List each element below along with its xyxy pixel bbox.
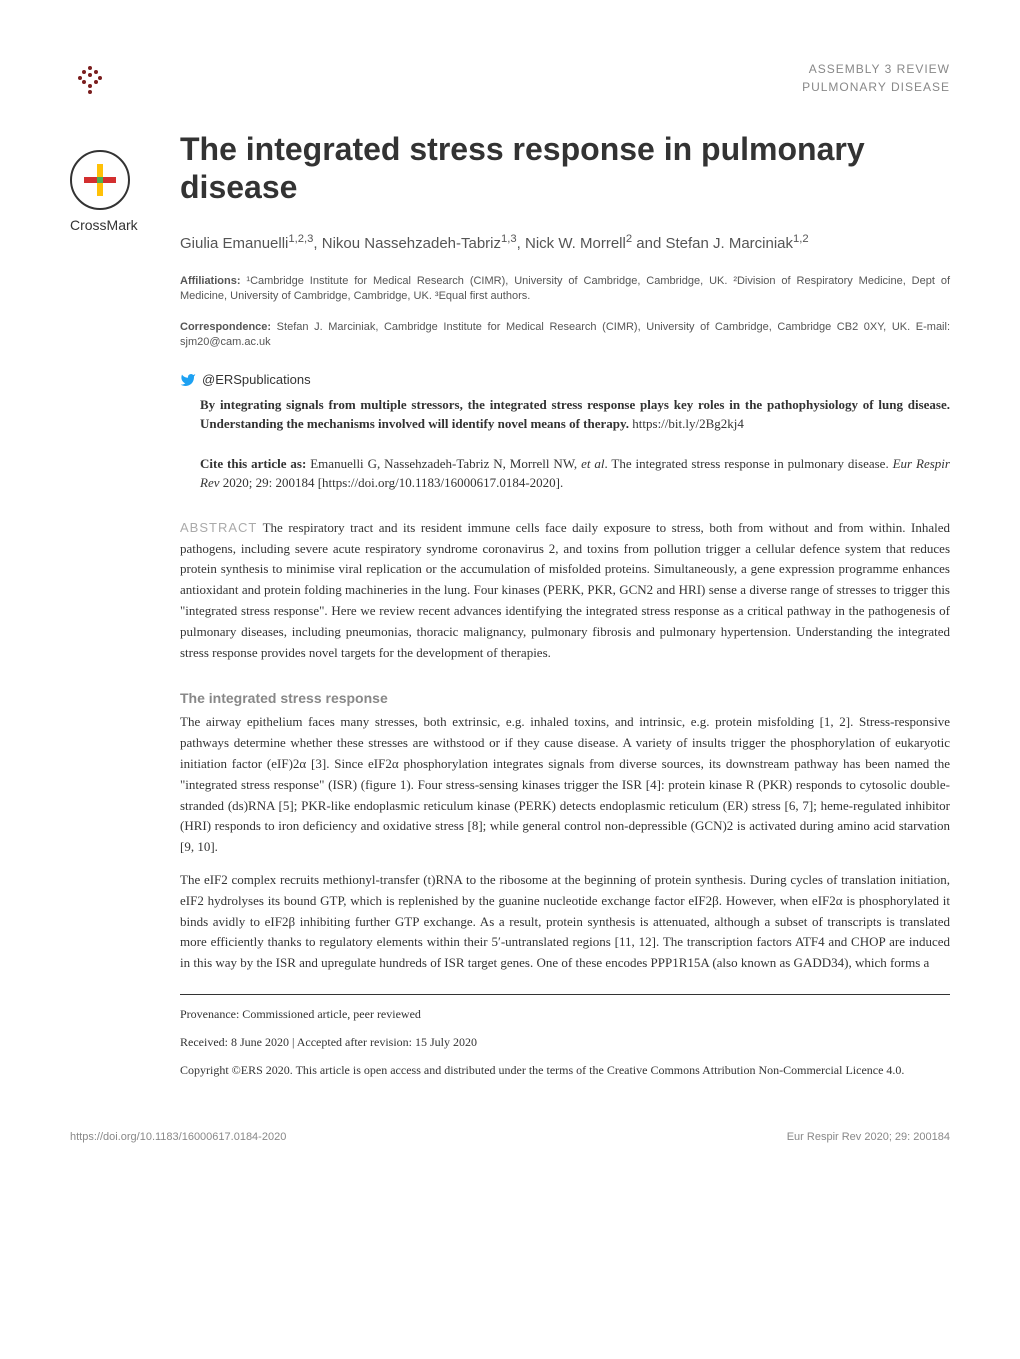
- section-heading: The integrated stress response: [180, 688, 950, 709]
- correspondence-text: Stefan J. Marciniak, Cambridge Institute…: [180, 321, 950, 348]
- footer-citation: Eur Respir Rev 2020; 29: 200184: [787, 1129, 950, 1146]
- page-footer: https://doi.org/10.1183/16000617.0184-20…: [70, 1129, 950, 1146]
- affiliations-label: Affiliations:: [180, 275, 241, 287]
- journal-logo: [70, 60, 110, 100]
- correspondence: Correspondence: Stefan J. Marciniak, Cam…: [180, 320, 950, 351]
- ers-logo-icon: [70, 60, 110, 100]
- body-paragraph-2: The eIF2 complex recruits methionyl-tran…: [180, 870, 950, 974]
- abstract: ABSTRACT The respiratory tract and its r…: [180, 518, 950, 664]
- social-highlight: @ERSpublications By integrating signals …: [180, 370, 950, 434]
- provenance-line: Provenance: Commissioned article, peer r…: [180, 1005, 950, 1023]
- correspondence-label: Correspondence:: [180, 321, 271, 333]
- copyright-line: Copyright ©ERS 2020. This article is ope…: [180, 1061, 950, 1079]
- abstract-text: The respiratory tract and its resident i…: [180, 520, 950, 660]
- footer-doi[interactable]: https://doi.org/10.1183/16000617.0184-20…: [70, 1129, 286, 1146]
- body-paragraph-1: The airway epithelium faces many stresse…: [180, 712, 950, 858]
- abstract-label: ABSTRACT: [180, 520, 257, 535]
- affiliations-text: ¹Cambridge Institute for Medical Researc…: [180, 275, 950, 302]
- twitter-handle[interactable]: @ERSpublications: [202, 370, 311, 390]
- main-content: CrossMark The integrated stress response…: [70, 130, 950, 1089]
- authors-list: Giulia Emanuelli1,2,3, Nikou Nassehzadeh…: [180, 232, 950, 254]
- citation-block: Cite this article as: Emanuelli G, Nasse…: [180, 454, 950, 493]
- category-line-1: ASSEMBLY 3 REVIEW: [802, 60, 950, 78]
- twitter-highlight-text: By integrating signals from multiple str…: [180, 395, 950, 434]
- footer-divider: [180, 994, 950, 995]
- affiliations: Affiliations: ¹Cambridge Institute for M…: [180, 274, 950, 305]
- twitter-icon: [180, 372, 196, 388]
- crossmark-label: CrossMark: [70, 215, 150, 236]
- dates-line: Received: 8 June 2020 | Accepted after r…: [180, 1033, 950, 1051]
- twitter-header: @ERSpublications: [180, 370, 950, 390]
- article-title: The integrated stress response in pulmon…: [180, 130, 950, 207]
- article-body: The integrated stress response in pulmon…: [180, 130, 950, 1089]
- left-column: CrossMark: [70, 130, 150, 1089]
- category-line-2: PULMONARY DISEASE: [802, 78, 950, 96]
- crossmark-widget[interactable]: CrossMark: [70, 150, 150, 236]
- crossmark-icon: [70, 150, 130, 210]
- article-category: ASSEMBLY 3 REVIEW PULMONARY DISEASE: [802, 60, 950, 96]
- header: ASSEMBLY 3 REVIEW PULMONARY DISEASE: [70, 60, 950, 100]
